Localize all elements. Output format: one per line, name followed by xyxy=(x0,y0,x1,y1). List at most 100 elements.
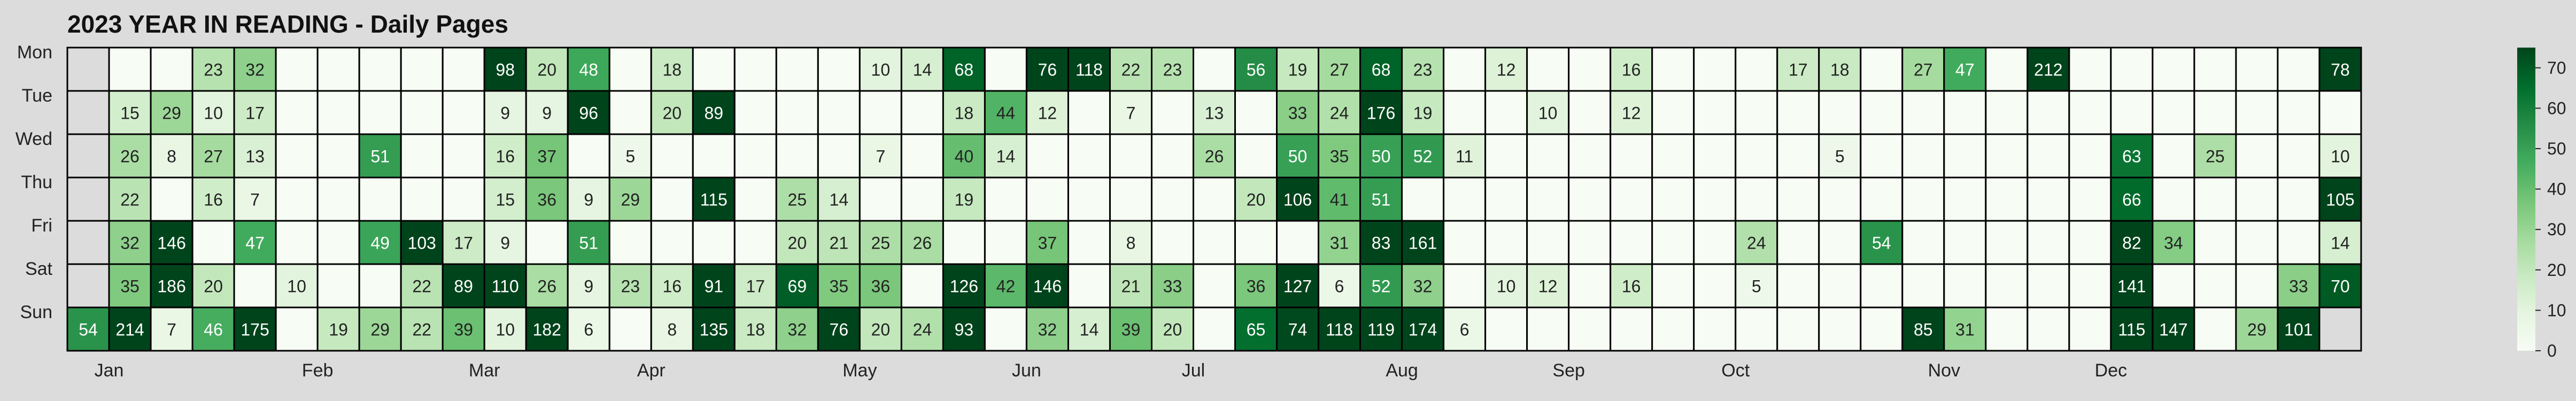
row-label-wed: Wed xyxy=(16,129,52,149)
heatmap-cell xyxy=(1651,176,1695,222)
cell-value-label: 51 xyxy=(1372,190,1391,210)
heatmap-cell xyxy=(1484,47,1528,92)
heatmap-cell xyxy=(316,263,360,309)
heatmap-cell xyxy=(1443,263,1487,309)
heatmap-cell xyxy=(2110,47,2154,92)
cell-value-label: 9 xyxy=(584,190,593,210)
heatmap-cell xyxy=(2068,220,2112,265)
row-labels: Mon Tue Wed Thu Fri Sat Sun xyxy=(16,42,53,322)
cell-value-label: 29 xyxy=(2247,320,2266,340)
heatmap-cell xyxy=(608,176,652,222)
heatmap-cell xyxy=(1234,220,1278,265)
heatmap-cell xyxy=(858,263,902,309)
heatmap-cell xyxy=(1693,176,1737,222)
cell-value-label: 10 xyxy=(1497,277,1516,296)
cell-value-label: 32 xyxy=(245,60,265,80)
cell-value-label: 85 xyxy=(1914,320,1933,340)
cell-value-label: 7 xyxy=(1126,104,1136,123)
cell-value-label: 26 xyxy=(913,234,932,253)
heatmap-cell xyxy=(1818,176,1862,222)
cell-value-label: 17 xyxy=(245,104,265,123)
cell-value-label: 49 xyxy=(370,234,390,253)
heatmap-cell xyxy=(817,306,861,352)
cell-value-label: 16 xyxy=(204,190,223,210)
heatmap-cell-empty xyxy=(66,133,110,179)
heatmap-cell xyxy=(1192,220,1236,265)
heatmap-cell xyxy=(2235,133,2279,179)
cell-value-label: 15 xyxy=(120,104,140,123)
heatmap-cell xyxy=(1985,220,2029,265)
heatmap-cell xyxy=(1901,90,1945,135)
heatmap-cell xyxy=(2152,90,2195,135)
cell-value-label: 175 xyxy=(241,320,269,340)
heatmap-cell xyxy=(525,133,569,179)
cell-value-label: 146 xyxy=(157,234,185,253)
cell-value-label: 14 xyxy=(996,147,1016,166)
heatmap-cell xyxy=(1776,90,1820,135)
cell-value-label: 23 xyxy=(1413,60,1433,80)
heatmap-cell xyxy=(900,133,944,179)
heatmap-cell-empty xyxy=(2318,306,2362,352)
cell-value-label: 33 xyxy=(1163,277,1182,296)
heatmap-cell xyxy=(1943,90,1987,135)
heatmap-cell xyxy=(1526,220,1570,265)
heatmap-cell xyxy=(1776,176,1820,222)
cell-value-label: 50 xyxy=(1288,147,1308,166)
heatmap-cell xyxy=(1610,306,1653,352)
cell-value-label: 20 xyxy=(788,234,807,253)
cell-value-label: 29 xyxy=(370,320,390,340)
heatmap-cell xyxy=(2235,47,2279,92)
cell-value-label: 74 xyxy=(1288,320,1308,340)
heatmap-cell xyxy=(1901,263,1945,309)
heatmap-cell xyxy=(2318,47,2362,92)
heatmap-cell xyxy=(1943,220,1987,265)
colorbar-gradient xyxy=(2517,48,2535,351)
cell-value-label: 8 xyxy=(167,147,176,166)
heatmap-cell xyxy=(608,306,652,352)
colorbar: 0 10 20 30 40 50 60 70 xyxy=(2517,48,2566,360)
heatmap-cell xyxy=(1860,90,1904,135)
heatmap-cell xyxy=(1526,306,1570,352)
heatmap-cell xyxy=(1568,90,1612,135)
heatmap-cell xyxy=(108,176,152,222)
cell-value-label: 89 xyxy=(454,277,473,296)
heatmap-cell xyxy=(1359,263,1403,309)
heatmap-cell xyxy=(1985,90,2029,135)
heatmap-cell xyxy=(1735,220,1778,265)
cell-value-label: 82 xyxy=(2122,234,2141,253)
heatmap-cell xyxy=(1401,176,1445,222)
cell-value-label: 24 xyxy=(1747,234,1766,253)
heatmap-cell xyxy=(733,133,777,179)
heatmap-cell xyxy=(2193,263,2237,309)
heatmap-cell xyxy=(775,90,819,135)
row-label-sun: Sun xyxy=(20,302,53,322)
heatmap-cell xyxy=(358,133,402,179)
cell-value-label: 40 xyxy=(955,147,974,166)
heatmap-cell xyxy=(1150,263,1194,309)
heatmap-cell xyxy=(1484,133,1528,179)
heatmap-cell xyxy=(1610,47,1653,92)
row-label-fri: Fri xyxy=(31,215,52,236)
heatmap-cell xyxy=(1067,306,1111,352)
cell-value-label: 119 xyxy=(1367,320,1395,340)
cell-value-label: 21 xyxy=(830,234,849,253)
heatmap-cell xyxy=(2318,220,2362,265)
heatmap-cell xyxy=(1276,220,1320,265)
cell-value-label: 51 xyxy=(579,234,598,253)
heatmap-cell xyxy=(1860,263,1904,309)
colorbar-tick-label: 20 xyxy=(2547,260,2566,280)
cell-value-label: 22 xyxy=(412,320,431,340)
heatmap-cell xyxy=(1651,90,1695,135)
heatmap-cell xyxy=(1025,133,1069,179)
heatmap-cell xyxy=(316,306,360,352)
heatmap-cell xyxy=(275,220,319,265)
cell-value-label: 54 xyxy=(1872,234,1891,253)
cell-value-label: 9 xyxy=(542,104,552,123)
cell-value-label: 10 xyxy=(1538,104,1558,123)
cell-value-label: 19 xyxy=(1288,60,1308,80)
heatmap-cell xyxy=(275,133,319,179)
heatmap-cell xyxy=(150,176,194,222)
cell-value-label: 8 xyxy=(1126,234,1136,253)
heatmap-cell xyxy=(1860,306,1904,352)
cell-value-label: 18 xyxy=(1830,60,1850,80)
